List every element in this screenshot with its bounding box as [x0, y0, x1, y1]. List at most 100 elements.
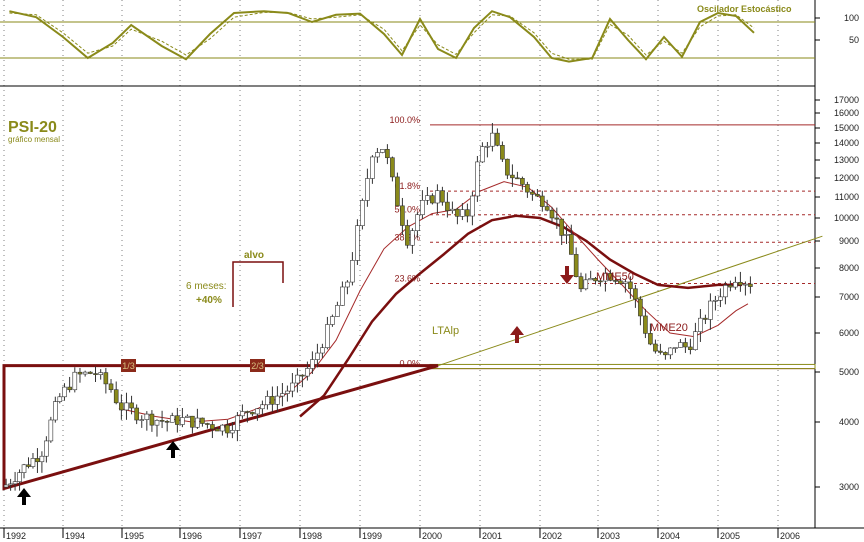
candle-body	[400, 205, 405, 226]
candle-body	[220, 424, 225, 432]
candle-body	[164, 420, 170, 423]
candle-body	[569, 234, 574, 255]
candle-body	[270, 396, 275, 405]
x-tick-label: 1999	[362, 531, 382, 541]
candle-body	[88, 371, 93, 374]
candle-body	[21, 464, 27, 473]
up-arrow-1992	[17, 488, 31, 505]
candle-body	[445, 201, 450, 211]
x-tick-label: 2002	[542, 531, 562, 541]
candle-body	[743, 283, 748, 286]
fib-level-label: 50.0%	[394, 205, 420, 215]
candle-body	[593, 278, 598, 282]
candle-body	[658, 350, 663, 353]
candle-body	[48, 419, 54, 442]
candle-body	[510, 174, 515, 179]
candle-body	[190, 415, 195, 428]
candle-body	[39, 455, 45, 463]
candle-body	[169, 415, 175, 423]
y-tick-label: 7000	[839, 292, 859, 302]
candle-body	[603, 273, 608, 282]
candle-body	[578, 276, 584, 290]
candle-body	[738, 281, 743, 286]
candle-body	[588, 278, 593, 281]
candle-body	[355, 225, 360, 261]
ltalp-trendline	[437, 235, 823, 367]
y-tick-label: 11000	[835, 192, 859, 202]
candle-body	[93, 373, 98, 375]
candle-body	[549, 209, 555, 219]
candle-body	[608, 273, 613, 281]
candle-body	[250, 412, 255, 415]
candle-body	[12, 481, 18, 485]
candle-body	[435, 190, 440, 204]
candle-body	[583, 279, 589, 290]
y-tick-label: 13000	[834, 155, 859, 165]
candle-body	[530, 191, 535, 195]
candle-body	[290, 382, 295, 392]
candle-body	[360, 200, 365, 227]
x-tick-label: 2000	[422, 531, 442, 541]
candle-body	[688, 346, 693, 350]
candle-body	[255, 408, 260, 415]
candle-body	[215, 428, 220, 432]
candle-body	[718, 296, 723, 301]
x-tick-label: 1994	[65, 531, 85, 541]
candle-body	[245, 411, 250, 413]
candle-body	[129, 402, 134, 409]
candle-body	[44, 440, 49, 457]
candle-body	[450, 208, 455, 211]
candle-body	[210, 424, 215, 430]
candle-body	[623, 281, 628, 284]
one-third-marker: 1/3	[121, 359, 136, 372]
candle-body	[490, 132, 495, 147]
x-tick-label: 1992	[6, 531, 26, 541]
mme20-label: MME20	[650, 322, 688, 334]
x-tick-label: 2003	[600, 531, 620, 541]
candle-body	[475, 161, 480, 197]
candle-body	[113, 389, 119, 404]
candle-body	[325, 324, 330, 349]
candle-body	[678, 342, 683, 348]
candle-body	[35, 458, 40, 463]
candle-body	[390, 157, 395, 178]
year-axis-ticks: 1992 1994 1995 1996 1997 1998 1999 2000 2001 2002…	[3, 528, 800, 541]
up-arrow-1995	[166, 441, 180, 458]
candle-body	[653, 343, 658, 352]
candle-body	[53, 401, 58, 421]
candle-body	[175, 415, 180, 425]
candle-body	[455, 208, 460, 217]
mme50-label: MME50	[596, 271, 634, 283]
six-months-label: 6 meses:	[186, 281, 227, 292]
y-tick-label: 4000	[839, 417, 859, 427]
candle-body	[340, 286, 345, 306]
candle-body	[149, 413, 155, 426]
candle-body	[103, 372, 109, 385]
candle-body	[628, 281, 633, 290]
candle-body	[30, 458, 36, 467]
candle-body	[713, 299, 718, 302]
candle-body	[119, 402, 124, 411]
x-tick-label: 1996	[182, 531, 202, 541]
candle-body	[285, 390, 290, 394]
y-tick-label: 12000	[834, 173, 859, 183]
y-tick-label: 3000	[839, 482, 859, 492]
candle-body	[385, 149, 390, 159]
candle-body	[17, 472, 22, 482]
candle-body	[554, 217, 560, 220]
candle-body	[280, 393, 285, 397]
candle-body	[515, 177, 520, 180]
y-tick-label: 15000	[834, 123, 859, 133]
mme50-line	[299, 214, 742, 418]
candle-body	[300, 374, 305, 377]
candle-body	[275, 395, 280, 405]
candle-body	[159, 420, 165, 422]
candle-body	[62, 386, 67, 398]
candlesticks	[3, 123, 753, 491]
candle-body	[564, 234, 569, 236]
chart-subtitle: gráfico mensal	[8, 135, 60, 144]
candle-body	[72, 371, 78, 391]
candle-body	[480, 146, 485, 163]
candle-body	[108, 383, 114, 390]
candle-body	[26, 464, 31, 467]
